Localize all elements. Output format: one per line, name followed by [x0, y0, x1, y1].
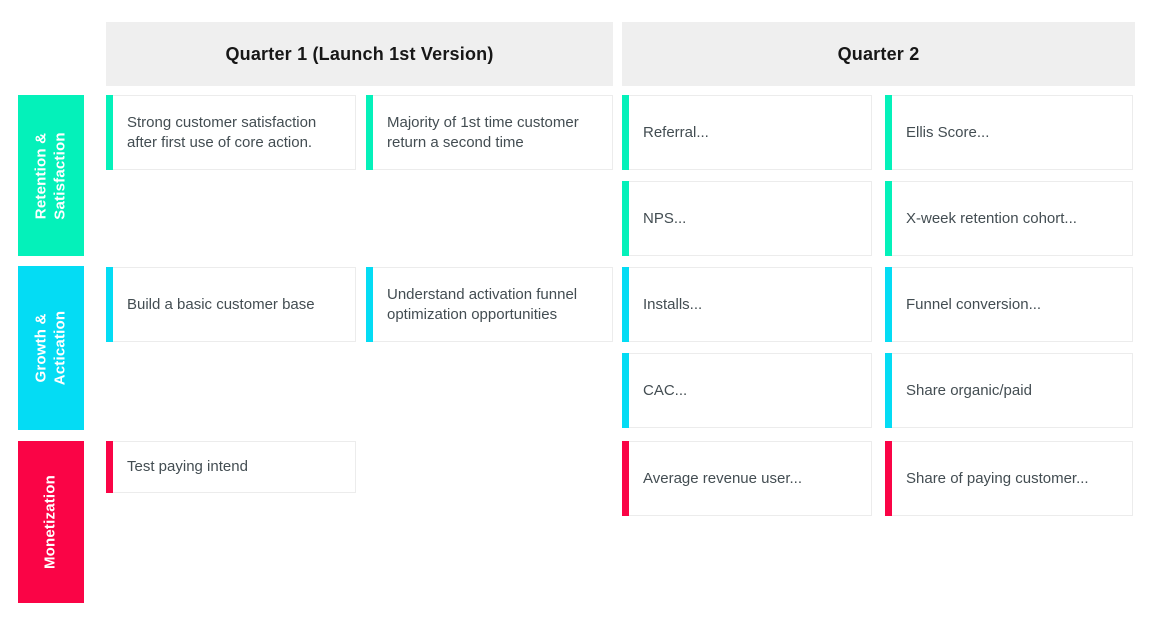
card-accent-bar [106, 267, 113, 342]
column-header-quarter-2-label: Quarter 2 [837, 43, 920, 64]
card-monetization-q2-share-paying-customer: Share of paying customer... [885, 441, 1133, 516]
card-text: Majority of 1st time customer return a s… [387, 114, 579, 151]
card-accent-bar [366, 267, 373, 342]
card-text: Share organic/paid [906, 381, 1032, 399]
card-growth-q2-cac: CAC... [622, 353, 872, 428]
row-label-growth-actication: Growth & Actication [18, 266, 84, 430]
card-retention-q2-ellis-score: Ellis Score... [885, 95, 1133, 170]
card-text: Funnel conversion... [906, 295, 1042, 313]
card-accent-bar [622, 181, 629, 256]
row-label-monetization-text: Monetization [41, 474, 59, 570]
card-text: Share of paying customer... [906, 469, 1089, 487]
card-accent-bar [106, 95, 113, 170]
card-growth-q1-customer-base: Build a basic customer base [106, 267, 356, 342]
column-header-quarter-1-label: Quarter 1 (Launch 1st Version) [225, 43, 494, 64]
card-text: Ellis Score... [906, 123, 990, 141]
column-header-quarter-1: Quarter 1 (Launch 1st Version) [106, 22, 613, 86]
card-accent-bar [885, 441, 892, 516]
row-label-monetization: Monetization [18, 441, 84, 603]
card-text: CAC... [643, 381, 688, 399]
card-accent-bar [622, 267, 629, 342]
card-monetization-q1-test-paying-intend: Test paying intend [106, 441, 356, 493]
card-accent-bar [885, 353, 892, 428]
card-growth-q2-funnel-conversion: Funnel conversion... [885, 267, 1133, 342]
card-text: Average revenue user... [643, 469, 802, 487]
card-accent-bar [885, 95, 892, 170]
card-retention-q2-referral: Referral... [622, 95, 872, 170]
card-retention-q1-strong-satisfaction: Strong customer satisfaction after first… [106, 95, 356, 170]
card-growth-q1-activation-funnel: Understand activation funnel optimizatio… [366, 267, 613, 342]
card-text: Understand activation funnel optimizatio… [387, 286, 578, 323]
row-label-growth-actication-text: Growth & Actication [32, 310, 68, 386]
row-label-retention-satisfaction-text: Retention & Satisfaction [32, 131, 68, 220]
card-text: Build a basic customer base [127, 295, 315, 313]
row-label-retention-satisfaction: Retention & Satisfaction [18, 95, 84, 256]
card-text: Installs... [643, 295, 703, 313]
card-accent-bar [106, 441, 113, 493]
card-growth-q2-installs: Installs... [622, 267, 872, 342]
card-accent-bar [885, 267, 892, 342]
column-header-quarter-2: Quarter 2 [622, 22, 1135, 86]
card-accent-bar [622, 95, 629, 170]
card-text: X-week retention cohort... [906, 209, 1077, 227]
card-accent-bar [622, 353, 629, 428]
card-text: Strong customer satisfaction after first… [127, 114, 317, 151]
card-text: NPS... [643, 209, 687, 227]
card-growth-q2-share-organic-paid: Share organic/paid [885, 353, 1133, 428]
card-retention-q1-majority-return: Majority of 1st time customer return a s… [366, 95, 613, 170]
card-text: Test paying intend [127, 458, 248, 476]
card-monetization-q2-average-revenue-user: Average revenue user... [622, 441, 872, 516]
card-retention-q2-nps: NPS... [622, 181, 872, 256]
card-accent-bar [885, 181, 892, 256]
card-text: Referral... [643, 123, 709, 141]
card-retention-q2-x-week-retention-cohort: X-week retention cohort... [885, 181, 1133, 256]
card-accent-bar [622, 441, 629, 516]
card-accent-bar [366, 95, 373, 170]
